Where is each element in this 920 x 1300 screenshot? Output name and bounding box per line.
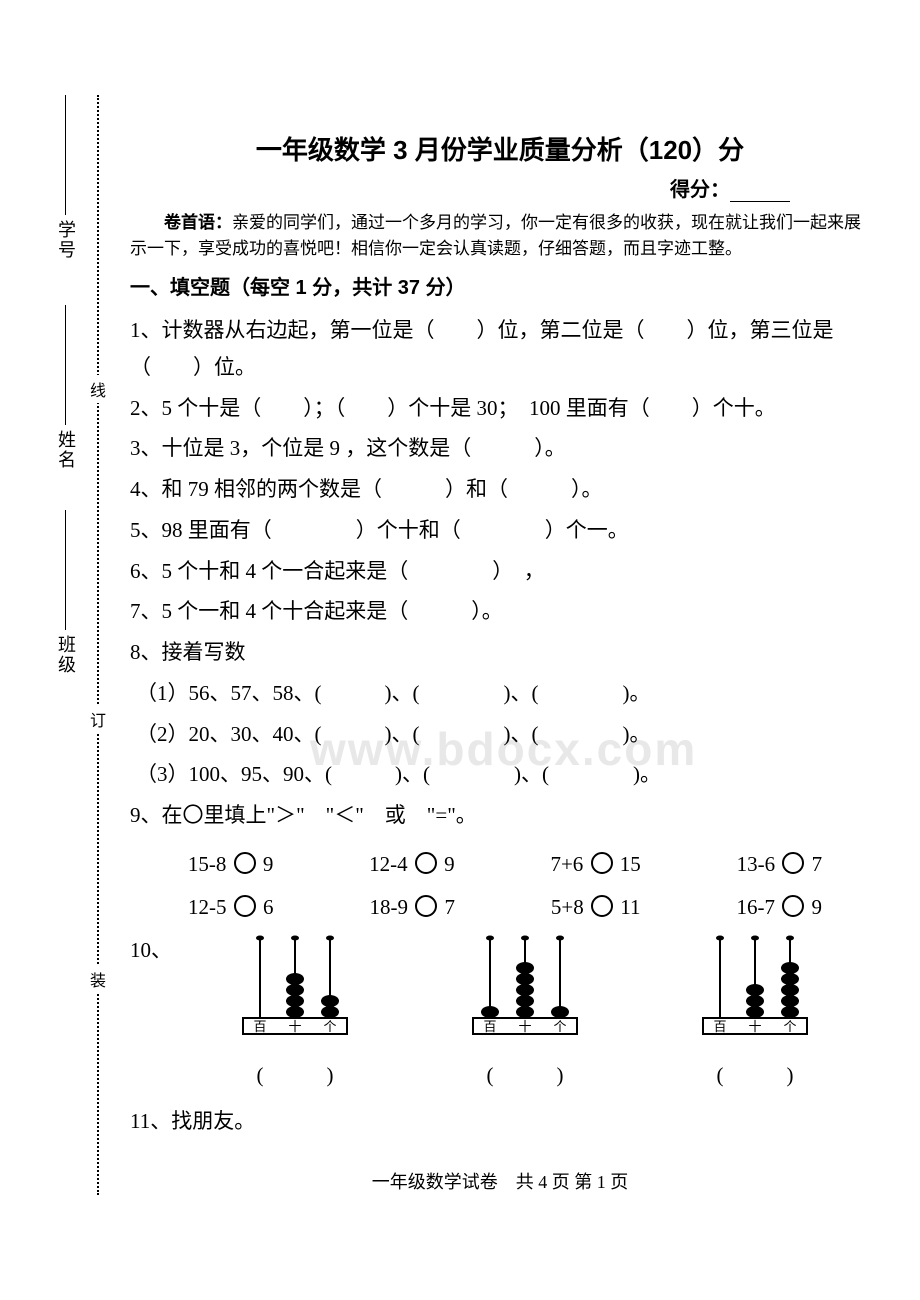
page-footer: 一年级数学试卷 共 4 页 第 1 页 [130,1168,870,1194]
question-9-head: 9、在〇里填上"＞" "＜" 或 "="。 [130,797,870,834]
abacus-item: 百 十 个 ( ) [455,930,595,1089]
question-7: 7、5 个一和 4 个十合起来是（ ）。 [130,593,870,630]
compare-item: 13-6 7 [737,852,823,877]
svg-text:个: 个 [323,1019,336,1034]
binding-char-bind: 装 [90,965,106,993]
preface-text: 亲爱的同学们，通过一个多月的学习，你一定有很多的收获，现在就让我们一起来展示一下… [130,213,861,258]
question-2: 2、5 个十是（ ）；（ ）个十是 30； 100 里面有（ ）个十。 [130,390,870,427]
svg-text:百: 百 [483,1019,496,1034]
compare-circle-blank[interactable] [782,852,804,874]
question-8-1: （1）56、57、58、( )、( )、( )。 [130,675,870,712]
class-label: 班级 [53,635,79,675]
svg-text:十: 十 [518,1019,531,1034]
svg-text:百: 百 [253,1019,266,1034]
exam-title: 一年级数学 3 月份学业质量分析（120）分 [130,130,870,167]
compare-circle-blank[interactable] [234,852,256,874]
compare-item: 12-4 9 [369,852,455,877]
abacus-item: 百 十 个 ( ) [685,930,825,1089]
compare-item: 16-7 9 [736,895,822,920]
svg-text:个: 个 [783,1019,796,1034]
name-line [65,305,66,425]
compare-circle-blank[interactable] [234,895,256,917]
question-8-2: （2）20、30、40、( )、( )、( )。 [130,716,870,753]
compare-item: 5+8 11 [551,895,641,920]
svg-text:十: 十 [288,1019,301,1034]
svg-text:百: 百 [713,1019,726,1034]
compare-item: 18-9 7 [369,895,455,920]
compare-circle-blank[interactable] [415,852,437,874]
abacus-container: 百 十 个 ( ) 百 十 个 ( ) 百 十 个 ( ) [180,930,870,1089]
question-10: 10、 百 十 个 ( ) 百 十 个 ( ) 百 十 个 ( ) [130,930,870,1089]
abacus-answer-blank[interactable]: ( ) [455,1059,595,1089]
score-label: 得分： [670,179,730,201]
compare-circle-blank[interactable] [591,895,613,917]
page-content: www.bdocx.com 一年级数学 3 月份学业质量分析（120）分 得分：… [130,130,870,1144]
compare-item: 7+6 15 [550,852,640,877]
svg-text:十: 十 [748,1019,761,1034]
binding-char-line: 线 [90,375,106,403]
question-9-row-1: 15-8 9 12-4 9 7+6 15 13-6 7 [140,852,870,877]
name-label: 姓名 [53,430,79,470]
question-6: 6、5 个十和 4 个一合起来是（ ） ， [130,553,870,590]
question-4: 4、和 79 相邻的两个数是（ ）和（ ）。 [130,471,870,508]
compare-circle-blank[interactable] [782,895,804,917]
svg-text:个: 个 [553,1019,566,1034]
compare-circle-blank[interactable] [415,895,437,917]
abacus-answer-blank[interactable]: ( ) [685,1059,825,1089]
section-1-header: 一、填空题（每空 1 分，共计 37 分） [130,271,870,300]
question-9-row-2: 12-5 6 18-9 7 5+8 11 16-7 9 [140,895,870,920]
preface: 卷首语：亲爱的同学们，通过一个多月的学习，你一定有很多的收获，现在就让我们一起来… [130,210,870,261]
score-blank[interactable] [730,201,790,202]
abacus-answer-blank[interactable]: ( ) [225,1059,365,1089]
question-10-label: 10、 [130,930,180,964]
compare-item: 12-5 6 [188,895,274,920]
binding-char-staple: 订 [90,705,106,733]
score-row: 得分： [130,173,870,202]
dotted-vertical-line [97,95,99,1195]
class-line [65,510,66,630]
student-id-line [65,95,66,215]
abacus-item: 百 十 个 ( ) [225,930,365,1089]
question-1: 1、计数器从右边起，第一位是（ ）位，第二位是（ ）位，第三位是（ ）位。 [130,312,870,386]
question-3: 3、十位是 3，个位是 9 ，这个数是（ ）。 [130,430,870,467]
compare-circle-blank[interactable] [591,852,613,874]
preface-label: 卷首语： [164,213,232,232]
student-id-label: 学号 [53,220,79,260]
binding-margin: 学号 线 姓名 班级 订 装 [55,95,125,1195]
question-11: 11、找朋友。 [130,1103,870,1140]
question-8-3: （3）100、95、90、( )、( )、( )。 [130,756,870,793]
question-5: 5、98 里面有（ ）个十和（ ）个一。 [130,512,870,549]
question-8-head: 8、接着写数 [130,634,870,671]
compare-item: 15-8 9 [188,852,274,877]
